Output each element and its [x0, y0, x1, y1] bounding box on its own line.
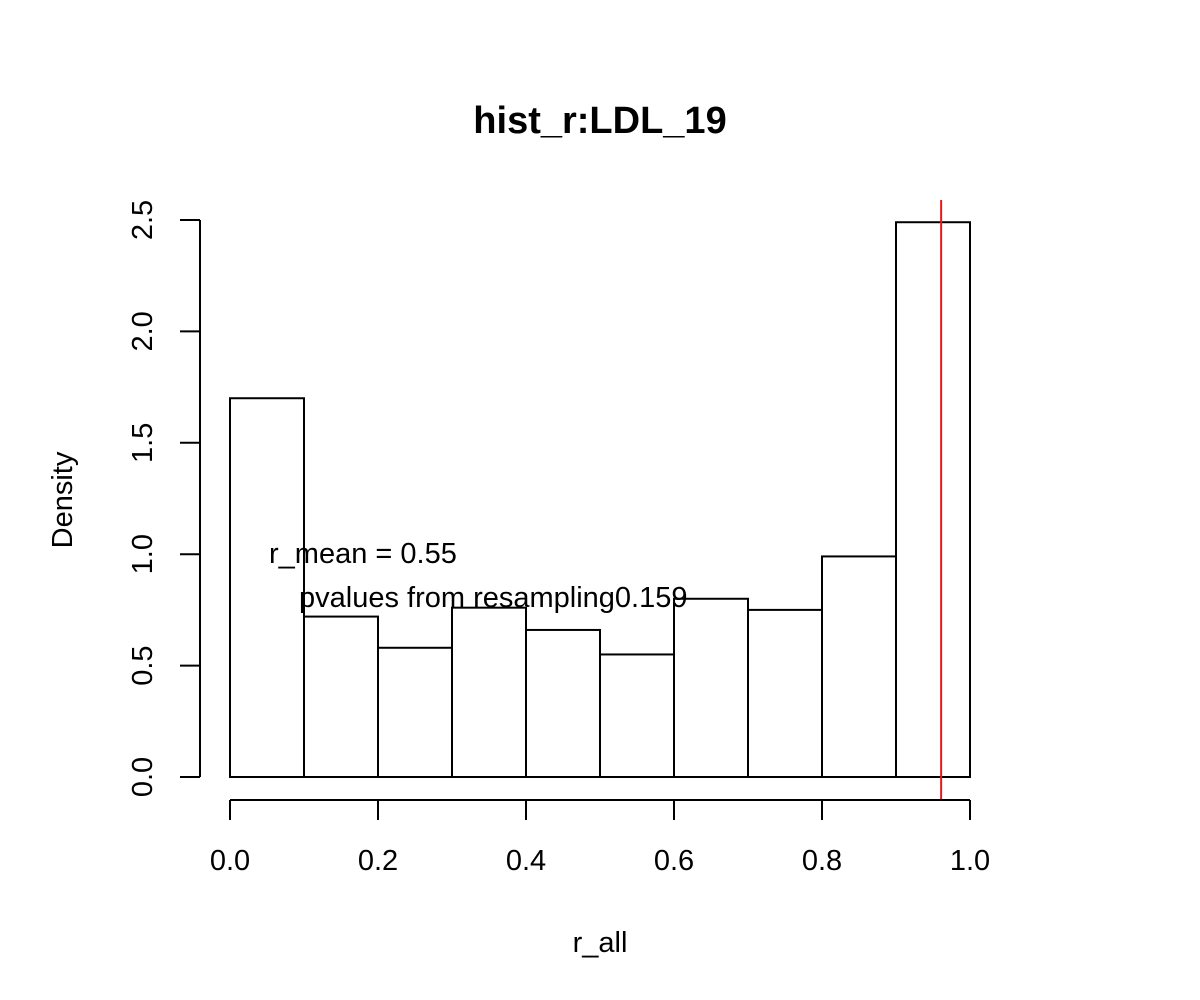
histogram-bar-4 [525, 628, 601, 779]
y-tick-label: 2.0 [127, 311, 159, 351]
histogram-bar-3 [451, 606, 527, 778]
y-tick-label: 0.5 [127, 645, 159, 685]
histogram-bar-2 [377, 646, 453, 778]
mean-annotation: r_mean = 0.55 [269, 538, 457, 570]
y-axis-ticks: 0.0 0.5 1.0 1.5 2.0 2.5 [127, 200, 200, 797]
x-tick-label: 0.6 [654, 845, 694, 877]
y-axis-label: Density [47, 451, 79, 548]
pvalue-annotation: pvalues from resampling0.159 [299, 582, 687, 614]
x-tick-label: 0.8 [802, 845, 842, 877]
x-tick-label: 0.0 [210, 845, 250, 877]
x-tick-label: 0.4 [506, 845, 546, 877]
x-tick-label: 0.2 [358, 845, 398, 877]
y-tick-label: 2.5 [127, 200, 159, 240]
histogram-bar-5 [599, 653, 675, 779]
x-tick-label: 1.0 [950, 845, 990, 877]
x-axis-ticks: 0.0 0.2 0.4 0.6 0.8 1.0 [210, 800, 990, 877]
histogram-bar-1 [303, 615, 379, 778]
y-tick-label: 1.5 [127, 423, 159, 463]
y-tick-label: 1.0 [127, 534, 159, 574]
histogram-bar-7 [747, 608, 823, 779]
y-tick-label: 0.0 [127, 757, 159, 797]
histogram-bar-6 [673, 597, 749, 779]
histogram-bar-9 [895, 221, 971, 778]
histogram-bar-0 [229, 397, 305, 778]
histogram-bar-8 [821, 555, 897, 778]
x-axis-label: r_all [573, 927, 628, 959]
chart-title: hist_r:LDL_19 [473, 100, 726, 142]
histogram-bars [229, 221, 971, 779]
